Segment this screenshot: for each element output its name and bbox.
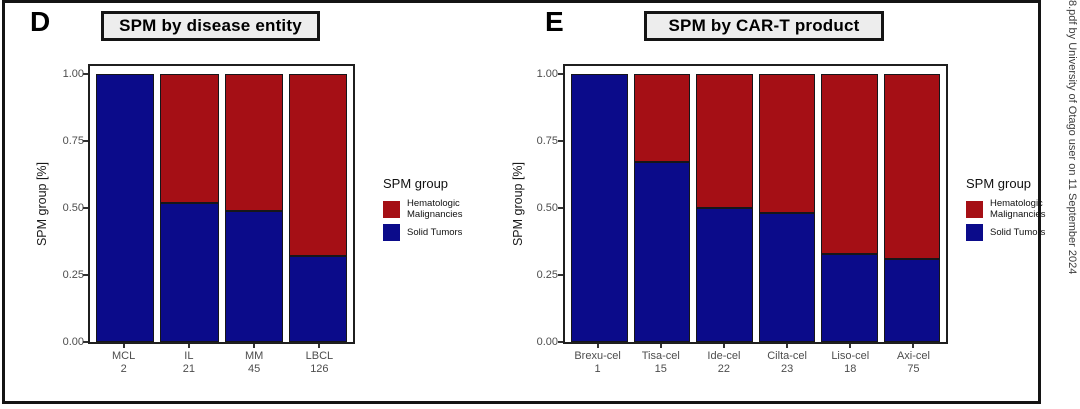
download-watermark: 8.pdf by University of Otago user on 11 … [1066, 0, 1078, 275]
figure-frame [2, 0, 1041, 404]
